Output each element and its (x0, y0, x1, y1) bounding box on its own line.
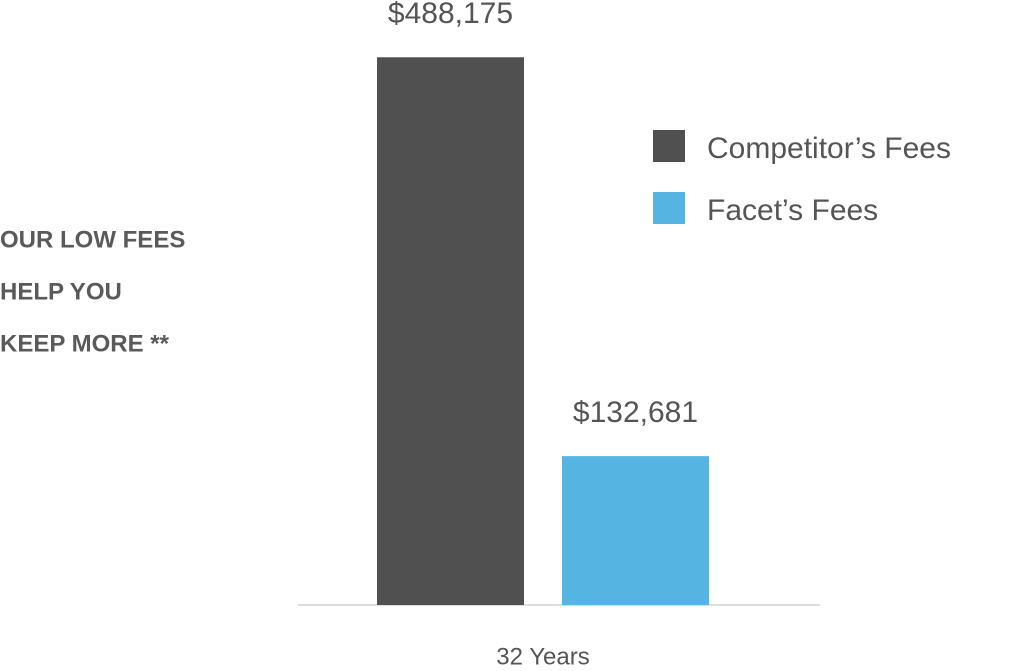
annotation-line: OUR LOW FEES (0, 226, 185, 253)
annotation-line: KEEP MORE ** (0, 330, 170, 357)
x-tick-label: 32 Years (496, 643, 589, 670)
legend-label: Facet’s Fees (707, 194, 878, 227)
bar (377, 57, 524, 606)
annotation-line: HELP YOU (0, 278, 122, 305)
legend-swatch (653, 130, 685, 162)
legend-label: Competitor’s Fees (707, 132, 951, 165)
bar (562, 456, 709, 605)
legend-swatch (653, 192, 685, 224)
value-label: $488,175 (388, 0, 513, 30)
value-label: $132,681 (573, 396, 698, 429)
